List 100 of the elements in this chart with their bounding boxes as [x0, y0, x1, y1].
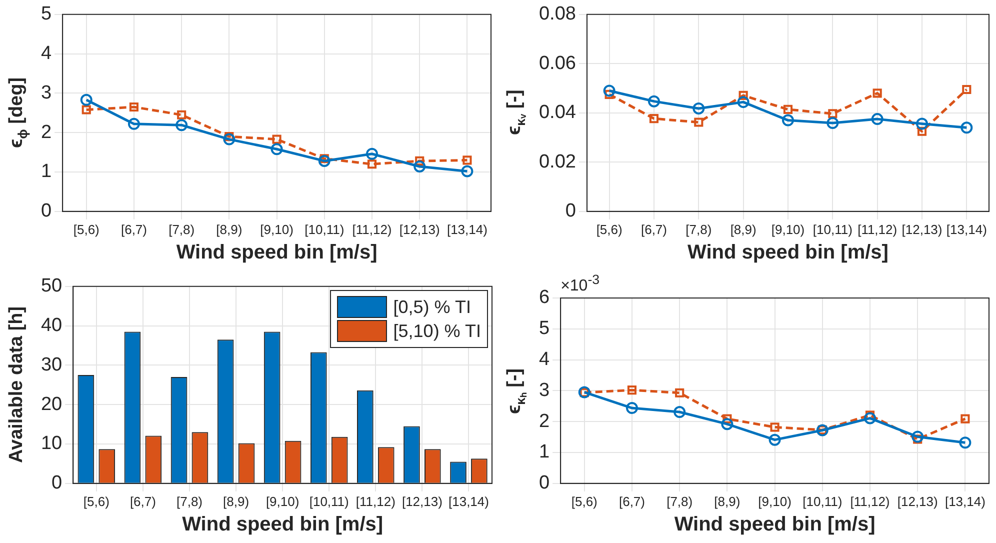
y-tick-label: 3: [538, 380, 550, 401]
y-tick-label: 40: [40, 315, 62, 336]
point: [826, 116, 839, 129]
point: [768, 434, 781, 446]
point: [367, 160, 377, 169]
y-tick-label: 1: [40, 161, 52, 182]
y-tick-label: 0.08: [538, 4, 576, 25]
point: [415, 156, 424, 166]
x-tick-label: [11,12): [352, 222, 392, 237]
point: [414, 160, 426, 172]
x-tick-label: [5,6): [571, 494, 598, 509]
point: [626, 402, 638, 414]
x-tick-label: [6,7): [120, 222, 147, 237]
y-tick-label: 50: [40, 276, 62, 297]
x-tick-label: [9,10): [266, 494, 300, 509]
point: [959, 436, 972, 449]
point: [872, 88, 882, 98]
text: ×10$^{-3}$: [560, 272, 600, 296]
point: [272, 134, 282, 144]
x-tick-label: [8,9): [730, 222, 756, 237]
x-tick-label: [12,13): [902, 222, 942, 237]
point: [648, 95, 660, 108]
point: [737, 96, 750, 108]
x-tick-label: [11,12): [858, 222, 898, 237]
y-tick-label: 0.02: [538, 151, 576, 172]
y-tick-label: 3: [40, 82, 52, 104]
y-tick-label: 0.06: [538, 52, 576, 74]
x-tick-label: [8,9): [223, 494, 250, 509]
y-tick-label: 2: [538, 410, 550, 432]
point: [722, 414, 732, 424]
point: [721, 418, 734, 430]
x-tick-label: [12,13): [402, 494, 442, 509]
point: [604, 90, 614, 99]
x-tick-label: [7,8): [666, 494, 693, 509]
x-tick-label: [6,7): [130, 494, 156, 509]
x-tick-label: [12,13): [897, 494, 938, 509]
y-tick-label: 20: [40, 394, 62, 415]
point: [960, 414, 970, 424]
x-tick-label: [7,8): [168, 222, 195, 237]
point: [960, 122, 973, 134]
point: [82, 105, 91, 114]
point: [912, 430, 924, 443]
y-tick-label: 5: [538, 318, 550, 340]
point: [864, 412, 876, 424]
y-tick-label: 30: [40, 354, 62, 376]
y-tick-label: 4: [538, 349, 550, 370]
y-tick-label: 6: [538, 287, 550, 308]
x-tick-label: [13,14): [448, 494, 489, 509]
x-tick-label: [8,9): [714, 494, 740, 509]
y-tick-label: 0: [565, 200, 576, 222]
x-tick-label: [10,11): [812, 222, 852, 237]
y-axis-title: Available data [h]: [6, 306, 28, 464]
x-tick-label: [6,7): [640, 222, 667, 237]
point: [627, 386, 637, 395]
x-tick-label: [13,14): [944, 494, 986, 509]
point: [694, 118, 704, 127]
x-axis-title: Wind speed bin [m/s]: [674, 514, 876, 536]
x-tick-label: [7,8): [686, 222, 712, 237]
point: [917, 126, 927, 136]
x-tick-label: [6,7): [618, 494, 645, 509]
point: [770, 422, 780, 432]
y-tick-label: 0: [538, 472, 550, 494]
x-tick-label: [9,10): [758, 494, 792, 509]
point: [129, 102, 139, 112]
point: [962, 84, 972, 94]
y-tick-label: 2: [40, 122, 52, 143]
x-tick-label: [10,11): [309, 494, 349, 509]
x-tick-label: [11,12): [850, 494, 890, 509]
y-tick-label: 0: [52, 472, 62, 494]
point: [871, 113, 884, 126]
point: [675, 388, 684, 398]
y-tick-label: 0: [40, 200, 52, 222]
point: [176, 119, 188, 132]
x-tick-label: [5,6): [596, 222, 622, 237]
point: [461, 165, 474, 178]
x-tick-label: [5,6): [73, 222, 100, 237]
x-tick-label: [5,6): [83, 494, 110, 509]
point: [177, 110, 186, 120]
point: [462, 156, 472, 165]
point: [128, 118, 140, 130]
point: [603, 84, 616, 97]
y-tick-label: 0.04: [538, 102, 576, 124]
x-axis-title: Wind speed bin [m/s]: [176, 242, 378, 264]
x-tick-label: [9,10): [771, 222, 805, 237]
x-axis-title: Wind speed bin [m/s]: [688, 242, 888, 264]
x-tick-label: [9,10): [260, 222, 294, 237]
point: [649, 114, 659, 124]
y-tick-label: 4: [40, 43, 52, 64]
point: [738, 90, 748, 100]
point: [80, 94, 92, 106]
legend-label: [5,10) % TI: [393, 320, 481, 342]
point: [270, 143, 283, 156]
x-tick-label: [10,11): [304, 222, 344, 237]
point: [828, 109, 838, 118]
y-tick-label: 10: [40, 433, 62, 454]
legend-label: [0,5) % TI: [393, 296, 471, 318]
point: [916, 118, 928, 130]
point: [783, 104, 793, 114]
y-tick-label: 1: [538, 442, 550, 463]
point: [366, 148, 378, 160]
